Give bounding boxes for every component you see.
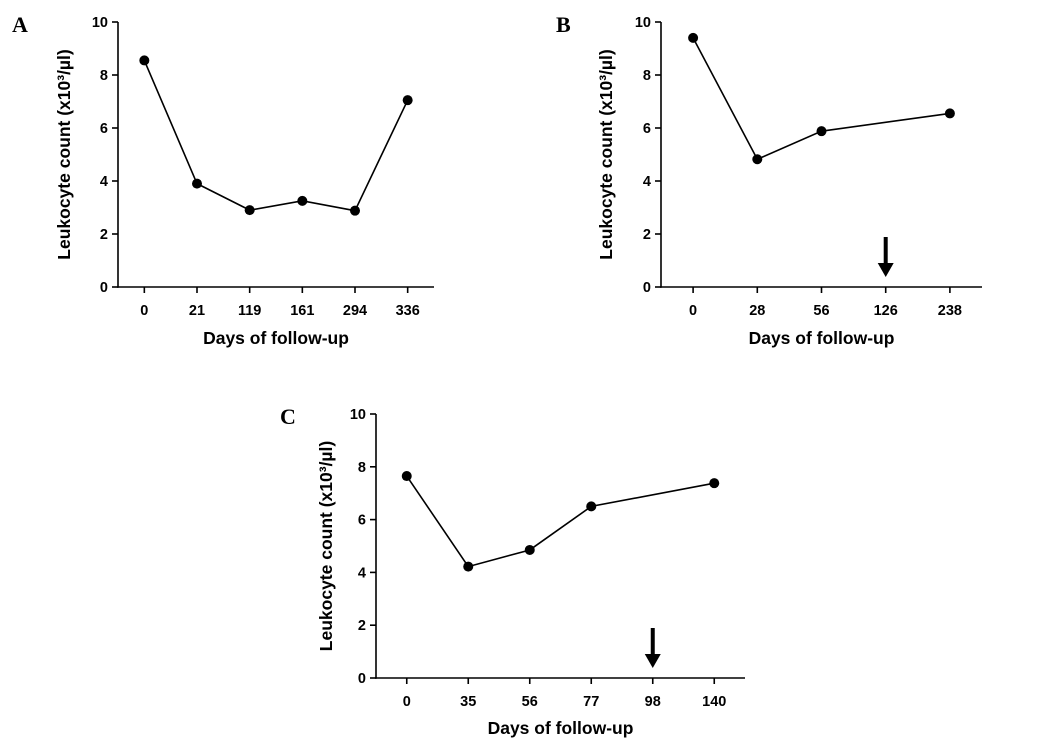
y-tick-label: 4 — [100, 174, 108, 190]
x-tick-label: 294 — [343, 303, 367, 319]
x-tick-label: 119 — [238, 303, 261, 319]
arrow-annotation-head — [644, 654, 661, 668]
x-axis-title: Days of follow-up — [488, 718, 634, 738]
data-point — [752, 154, 763, 165]
data-point — [244, 205, 255, 216]
data-point — [350, 205, 360, 216]
x-tick-label: 126 — [874, 303, 898, 319]
y-tick-label: 8 — [643, 68, 651, 84]
x-tick-label: 77 — [583, 694, 599, 710]
data-point — [586, 501, 597, 512]
y-tick-label: 8 — [358, 460, 366, 476]
x-tick-label: 56 — [813, 303, 829, 319]
data-point — [401, 471, 412, 482]
panel-c-chart: C 0 2 4 6 8 10 0 35 56 77 98 140 Days of follow-up Leu… — [280, 404, 745, 738]
y-tick-label: 0 — [643, 280, 651, 296]
data-point — [709, 478, 720, 489]
y-tick-label: 6 — [358, 513, 366, 529]
x-tick-label: 98 — [645, 694, 661, 710]
series-line — [406, 475, 715, 568]
x-tick-label: 21 — [189, 303, 205, 319]
series-line — [143, 60, 409, 212]
y-axis-title: Leukocyte count (x10³/µl) — [596, 49, 616, 259]
x-axis-title: Days of follow-up — [203, 328, 349, 348]
data-point — [524, 544, 535, 555]
y-tick-label: 4 — [358, 565, 366, 581]
y-axis-title: Leukocyte count (x10³/µl) — [316, 441, 336, 651]
x-tick-label: 140 — [702, 694, 726, 710]
data-point — [139, 55, 150, 66]
panel-letter: C — [280, 404, 296, 429]
x-tick-label: 238 — [938, 303, 962, 319]
x-tick-label: 56 — [522, 694, 538, 710]
x-tick-label: 0 — [689, 303, 697, 319]
y-tick-label: 10 — [635, 15, 651, 31]
panel-b-chart: B 0 2 4 6 8 10 0 28 56 126 238 Days of follow-up Leuk… — [556, 12, 982, 348]
x-tick-label: 35 — [460, 694, 476, 710]
x-tick-label: 0 — [140, 303, 148, 319]
y-tick-label: 4 — [643, 174, 651, 190]
panel-a-chart: A 0 2 4 6 8 10 0 21 119 161 294 336 Days of follow-up… — [12, 12, 434, 348]
arrow-annotation-head — [877, 263, 894, 277]
data-point — [297, 195, 308, 206]
data-point — [192, 178, 202, 189]
x-tick-label: 28 — [749, 303, 765, 319]
y-tick-label: 2 — [100, 227, 108, 243]
y-tick-label: 10 — [350, 407, 366, 423]
y-tick-label: 8 — [100, 68, 108, 84]
data-point — [816, 126, 827, 137]
y-tick-label: 0 — [100, 280, 108, 296]
panel-letter: A — [12, 12, 28, 37]
data-point — [463, 561, 474, 572]
data-point — [688, 32, 699, 43]
x-axis-title: Days of follow-up — [749, 328, 895, 348]
y-tick-label: 2 — [643, 227, 651, 243]
x-tick-label: 336 — [396, 303, 420, 319]
y-tick-label: 6 — [643, 121, 651, 137]
data-point — [944, 108, 955, 119]
y-axis-title: Leukocyte count (x10³/µl) — [54, 49, 74, 259]
data-point — [402, 95, 413, 106]
y-tick-label: 6 — [100, 121, 108, 137]
y-tick-label: 10 — [92, 15, 108, 31]
x-tick-label: 0 — [403, 694, 411, 710]
y-tick-label: 0 — [358, 671, 366, 687]
y-tick-label: 2 — [358, 618, 366, 634]
series-line — [692, 37, 951, 161]
panel-letter: B — [556, 12, 571, 37]
x-tick-label: 161 — [290, 303, 314, 319]
